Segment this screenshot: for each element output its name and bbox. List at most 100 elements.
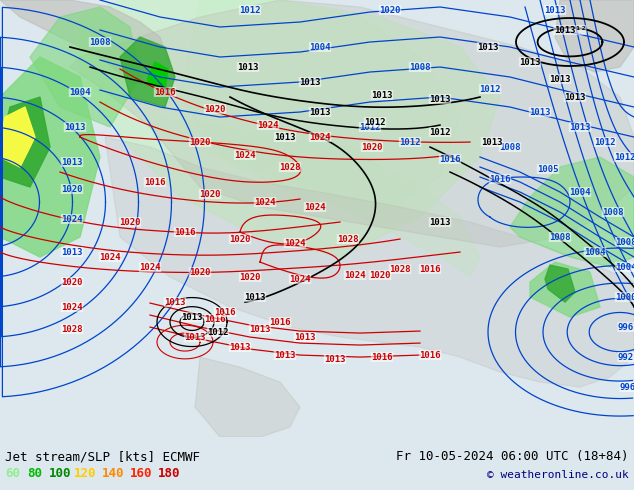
Text: 1024: 1024 <box>139 263 161 271</box>
Text: 1020: 1020 <box>61 185 83 194</box>
Text: 1013: 1013 <box>569 122 591 131</box>
Text: 1004: 1004 <box>309 43 331 51</box>
Text: 1020: 1020 <box>190 268 210 276</box>
Text: 1013: 1013 <box>564 93 586 101</box>
Text: 1013: 1013 <box>275 132 295 142</box>
Text: Jet stream/SLP [kts] ECMWF: Jet stream/SLP [kts] ECMWF <box>5 450 200 463</box>
Text: 1013: 1013 <box>249 324 271 334</box>
Polygon shape <box>0 97 50 187</box>
Text: 1012: 1012 <box>207 327 229 337</box>
Text: 1016: 1016 <box>154 88 176 97</box>
Text: 1013: 1013 <box>372 91 392 99</box>
Text: 1013: 1013 <box>481 138 503 147</box>
Text: 1020: 1020 <box>239 272 261 282</box>
Text: 1013: 1013 <box>275 350 295 360</box>
Text: 1024: 1024 <box>234 150 256 160</box>
Text: 1013: 1013 <box>324 355 346 364</box>
Polygon shape <box>120 37 175 107</box>
Text: 1013: 1013 <box>164 297 186 307</box>
Text: 1008: 1008 <box>602 208 624 217</box>
Text: 996: 996 <box>620 383 634 392</box>
Text: 1013: 1013 <box>529 107 551 117</box>
Text: 1024: 1024 <box>100 252 120 262</box>
Text: 1020: 1020 <box>230 235 251 244</box>
Text: 1013: 1013 <box>544 5 566 15</box>
Polygon shape <box>30 7 140 127</box>
Text: 1028: 1028 <box>61 324 83 334</box>
Text: 1008: 1008 <box>410 63 430 72</box>
Text: 1013: 1013 <box>61 247 83 257</box>
Text: 120: 120 <box>74 467 96 480</box>
Polygon shape <box>0 0 170 87</box>
Text: 180: 180 <box>158 467 181 480</box>
Text: 1013¹²: 1013¹² <box>554 25 586 34</box>
Text: 1008: 1008 <box>549 233 571 242</box>
Text: 1020: 1020 <box>204 104 226 114</box>
Text: 1012: 1012 <box>594 138 616 147</box>
Text: 1024: 1024 <box>289 274 311 284</box>
Text: 1004: 1004 <box>69 88 91 97</box>
Text: 1016: 1016 <box>204 315 226 323</box>
Text: 1013: 1013 <box>519 57 541 67</box>
Polygon shape <box>195 357 300 437</box>
Text: 1013: 1013 <box>230 343 251 351</box>
Text: © weatheronline.co.uk: © weatheronline.co.uk <box>488 470 629 480</box>
Text: 1004: 1004 <box>615 263 634 271</box>
Text: 1008: 1008 <box>89 38 111 47</box>
Text: 1013: 1013 <box>294 333 316 342</box>
Text: 1016: 1016 <box>214 308 236 317</box>
Text: 1000: 1000 <box>615 293 634 301</box>
Text: 1013: 1013 <box>244 293 266 301</box>
Text: 1016: 1016 <box>419 350 441 360</box>
Polygon shape <box>545 265 575 302</box>
Text: 1028: 1028 <box>337 235 359 244</box>
Text: 1004: 1004 <box>585 247 605 257</box>
Text: Fr 10-05-2024 06:00 UTC (18+84): Fr 10-05-2024 06:00 UTC (18+84) <box>396 450 629 463</box>
Text: 1016: 1016 <box>419 265 441 273</box>
Text: 140: 140 <box>102 467 124 480</box>
Polygon shape <box>148 62 168 89</box>
Text: 1020: 1020 <box>119 218 141 226</box>
Text: 1024: 1024 <box>257 121 279 129</box>
Polygon shape <box>180 0 460 217</box>
Text: 1024: 1024 <box>254 197 276 207</box>
Text: 1024: 1024 <box>344 270 366 280</box>
Text: 1020: 1020 <box>190 138 210 147</box>
Text: 1020: 1020 <box>61 277 83 287</box>
Polygon shape <box>150 117 480 277</box>
Text: 1012: 1012 <box>365 118 385 126</box>
Polygon shape <box>80 0 500 257</box>
Polygon shape <box>70 0 634 247</box>
Text: 1013: 1013 <box>184 333 206 342</box>
Text: 992: 992 <box>618 353 634 362</box>
Text: 1020: 1020 <box>379 5 401 15</box>
Text: 1005: 1005 <box>537 165 559 173</box>
Text: 1016: 1016 <box>269 318 291 326</box>
Text: 1016: 1016 <box>439 154 461 164</box>
Polygon shape <box>0 107 35 167</box>
Text: 1012: 1012 <box>614 152 634 162</box>
Text: 1020: 1020 <box>361 143 383 151</box>
Text: 1013: 1013 <box>429 95 451 103</box>
Text: 1012: 1012 <box>429 127 451 137</box>
Text: 1020: 1020 <box>369 270 391 280</box>
Text: 1004: 1004 <box>569 188 591 196</box>
Text: 1016: 1016 <box>145 177 165 187</box>
Text: 160: 160 <box>130 467 153 480</box>
Text: 100: 100 <box>49 467 72 480</box>
Text: 1028: 1028 <box>389 265 411 273</box>
Text: 1013: 1013 <box>61 157 83 167</box>
Text: 1020: 1020 <box>199 190 221 198</box>
Text: 1013: 1013 <box>237 63 259 72</box>
Polygon shape <box>555 0 634 72</box>
Text: 1013: 1013 <box>309 107 331 117</box>
Polygon shape <box>105 137 634 387</box>
Text: 1024: 1024 <box>304 202 326 212</box>
Polygon shape <box>0 57 100 257</box>
Text: 1013: 1013 <box>64 122 86 131</box>
Text: 1012: 1012 <box>399 138 421 147</box>
Text: 1024: 1024 <box>309 132 331 142</box>
Text: 1016: 1016 <box>174 227 196 237</box>
Text: 1013: 1013 <box>299 77 321 87</box>
Text: 1008: 1008 <box>499 143 521 151</box>
